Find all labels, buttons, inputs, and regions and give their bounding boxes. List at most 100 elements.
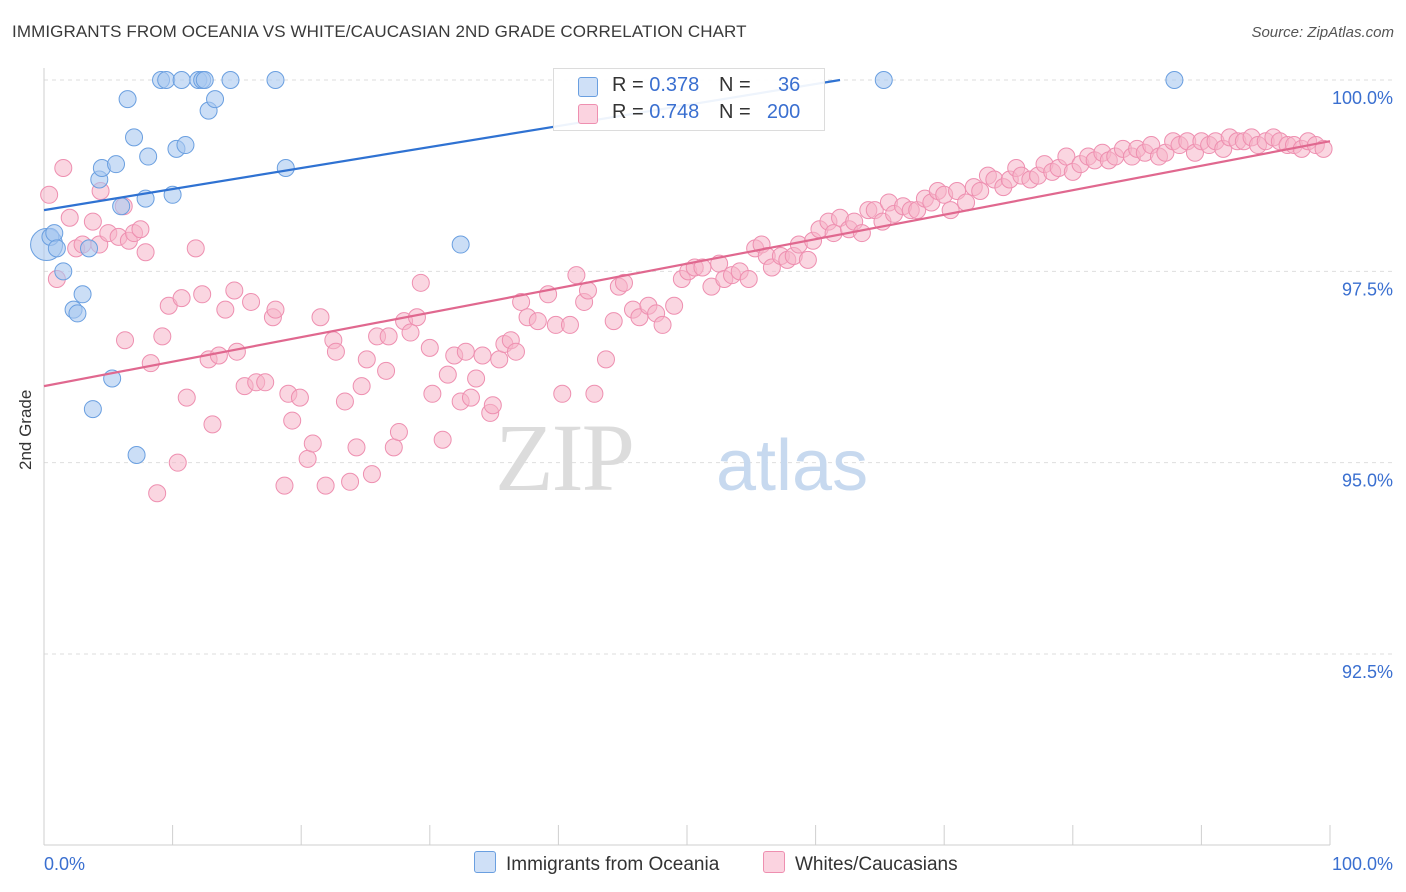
data-point-whites (216, 300, 235, 319)
data-point-whites (596, 350, 615, 369)
legend-r-label: R = (612, 74, 644, 96)
data-point-whites (141, 354, 160, 373)
data-point-oceania (451, 235, 470, 254)
watermark-atlas: atlas (716, 426, 868, 506)
data-point-whites (389, 423, 408, 442)
data-point-whites (528, 312, 547, 331)
data-point-whites (116, 331, 135, 350)
x-tick-label-min: 0.0% (44, 854, 85, 874)
data-point-whites (303, 434, 322, 453)
data-point-oceania (176, 136, 195, 155)
data-point-whites (136, 243, 155, 262)
y-tick-label: 100.0% (1332, 88, 1393, 108)
data-point-whites (83, 212, 102, 231)
data-point-whites (357, 350, 376, 369)
y-tick-label: 97.5% (1342, 279, 1393, 299)
data-point-oceania (83, 400, 102, 419)
data-point-whites (567, 266, 586, 285)
data-point-whites (275, 476, 294, 495)
legend-label-oceania: Immigrants from Oceania (506, 854, 720, 875)
data-point-whites (54, 159, 73, 178)
data-point-whites (456, 342, 475, 361)
data-point-whites (227, 342, 246, 361)
data-point-oceania (73, 285, 92, 304)
legend-r-value-oceania: 0.378 (649, 74, 700, 96)
legend-item-whites[interactable]: Whites/Caucasians (763, 851, 958, 876)
data-point-oceania (157, 71, 176, 89)
data-point-whites (203, 415, 222, 434)
x-tick-label-max: 100.0% (1332, 854, 1393, 874)
data-point-whites (186, 239, 205, 258)
watermark-zip: ZIP (495, 404, 633, 511)
y-tick-label: 95.0% (1342, 471, 1393, 491)
data-point-whites (148, 484, 167, 503)
zipatlas-watermark: ZIP atlas (495, 404, 868, 511)
legend-n-value-oceania: 36 (778, 74, 801, 96)
data-point-whites (377, 361, 396, 380)
legend-r-label: R = (612, 101, 644, 123)
data-point-oceania (221, 71, 240, 89)
data-point-oceania (68, 304, 87, 323)
data-point-oceania (206, 90, 225, 109)
data-point-whites (971, 181, 990, 200)
data-point-oceania (112, 197, 131, 216)
data-point-oceania (266, 71, 285, 89)
data-point-oceania (139, 147, 158, 166)
data-point-oceania (118, 90, 137, 109)
data-point-whites (560, 315, 579, 334)
whites-caucasians-points (40, 128, 1333, 503)
data-point-whites (193, 285, 212, 304)
data-point-whites (693, 258, 712, 277)
data-point-whites (379, 327, 398, 346)
gridlines (44, 79, 1395, 655)
data-point-whites (473, 346, 492, 365)
data-point-whites (490, 350, 509, 369)
data-point-whites (604, 312, 623, 331)
data-point-oceania (172, 71, 191, 89)
data-point-whites (242, 292, 261, 311)
data-point-whites (172, 289, 191, 308)
data-point-whites (347, 438, 366, 457)
correlation-legend: R = 0.378 N = 36 R = 0.748 N = 200 (553, 68, 825, 131)
legend-swatch-whites (578, 104, 598, 124)
data-point-whites (438, 365, 457, 384)
oceania-points (30, 71, 1184, 465)
data-point-oceania (45, 224, 64, 243)
data-point-oceania (80, 239, 99, 258)
data-point-whites (798, 250, 817, 269)
data-point-whites (384, 438, 403, 457)
legend-n-label: N = (719, 101, 751, 123)
data-point-whites (653, 315, 672, 334)
data-point-whites (256, 373, 275, 392)
data-point-oceania (874, 71, 893, 89)
data-point-oceania (1165, 71, 1184, 89)
data-point-whites (423, 384, 442, 403)
data-point-whites (40, 185, 59, 204)
series-legend: Immigrants from Oceania Whites/Caucasian… (0, 851, 1406, 879)
data-point-whites (614, 273, 633, 292)
data-point-whites (585, 384, 604, 403)
source-credit: Source: ZipAtlas.com (1251, 24, 1394, 41)
data-point-whites (461, 388, 480, 407)
data-point-whites (209, 346, 228, 365)
data-point-whites (401, 323, 420, 342)
data-point-whites (1057, 147, 1076, 166)
data-point-whites (1314, 139, 1333, 158)
legend-item-oceania[interactable]: Immigrants from Oceania (474, 851, 719, 876)
trend-line-whites (43, 140, 1331, 388)
data-point-whites (352, 377, 371, 396)
legend-swatch-whites (763, 851, 785, 873)
data-point-whites (225, 281, 244, 300)
tick-labels: 92.5% 95.0% 97.5% 100.0% 0.0% 100.0% (44, 88, 1393, 874)
data-point-oceania (127, 446, 146, 465)
data-point-whites (941, 201, 960, 220)
legend-label-whites: Whites/Caucasians (795, 854, 958, 875)
data-point-whites (433, 430, 452, 449)
data-point-whites (311, 308, 330, 327)
data-point-whites (420, 338, 439, 357)
data-point-oceania (276, 159, 295, 178)
legend-n-label: N = (719, 74, 751, 96)
data-point-oceania (195, 71, 214, 89)
legend-r-value-whites: 0.748 (649, 101, 700, 123)
